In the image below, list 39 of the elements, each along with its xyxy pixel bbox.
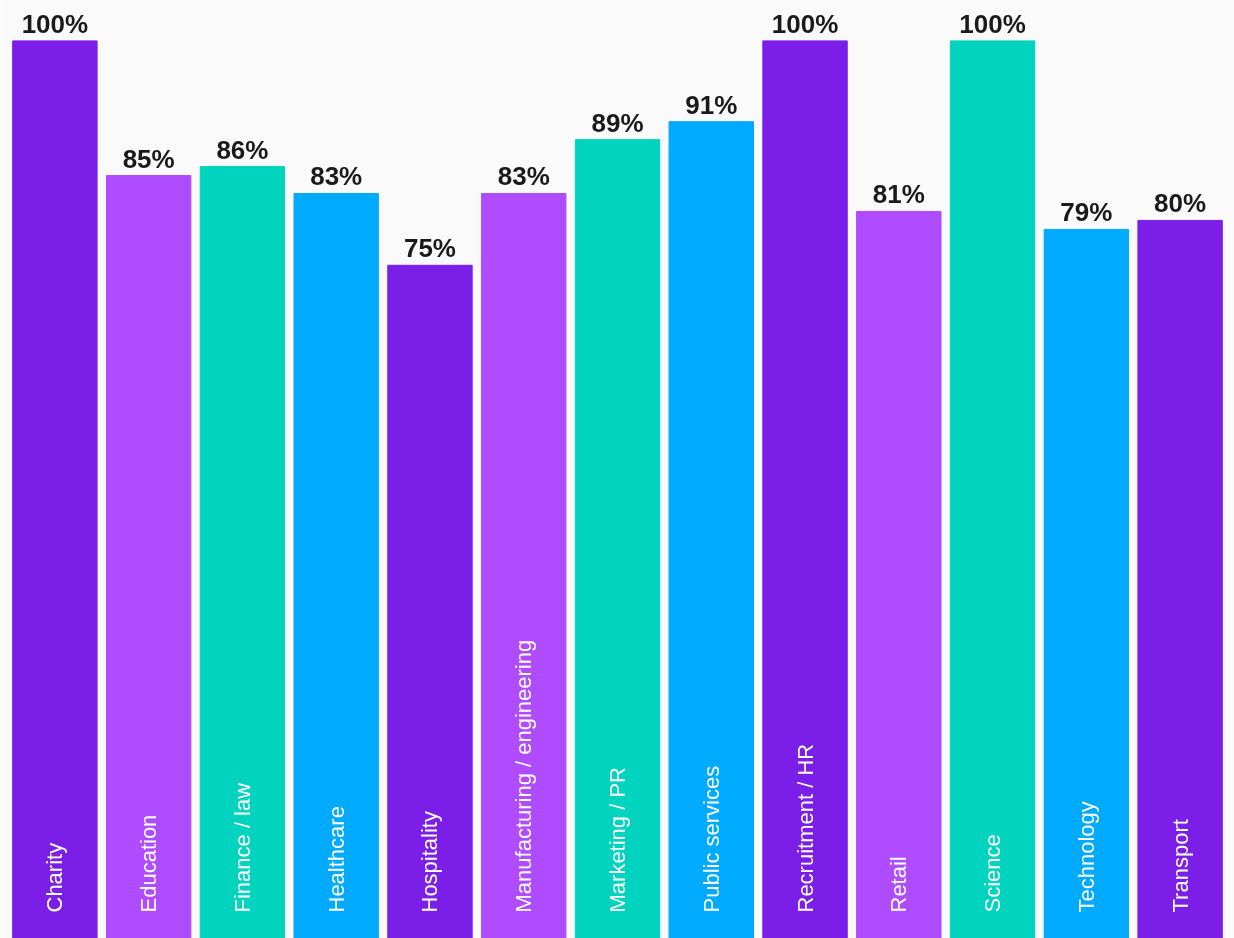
x-tick-label: Hospitality [417, 811, 443, 913]
data-label: 86% [216, 134, 269, 165]
bar [949, 40, 1036, 938]
x-tick-label: Retail [886, 856, 912, 913]
bar [105, 175, 192, 938]
x-tick-label: Recruitment / HR [792, 743, 818, 913]
data-label: 100% [771, 8, 839, 39]
bar [762, 40, 848, 938]
data-label: 75% [403, 233, 456, 264]
data-label: 81% [872, 179, 925, 210]
data-label: 100% [21, 8, 89, 39]
x-tick-label: Charity [42, 842, 68, 913]
x-tick-label: Public services [698, 765, 724, 913]
data-label: 85% [122, 143, 175, 174]
data-label: 91% [685, 89, 738, 120]
bar [668, 121, 754, 938]
data-label: 100% [959, 8, 1026, 39]
x-tick-label: Technology [1073, 801, 1099, 913]
x-tick-label: Finance / law [229, 782, 255, 913]
bar [293, 192, 379, 938]
data-label: 83% [497, 161, 550, 192]
x-tick-label: Healthcare [323, 806, 349, 913]
data-label: 80% [1154, 188, 1207, 219]
data-label: 79% [1060, 197, 1113, 228]
bar [12, 40, 98, 938]
bar [1137, 219, 1223, 938]
x-tick-label: Manufacturing / engineering [511, 639, 537, 913]
x-tick-label: Education [136, 814, 162, 913]
bar [387, 264, 473, 938]
data-label: 89% [591, 107, 644, 138]
bar [1043, 228, 1130, 938]
bar [856, 210, 942, 938]
data-label: 83% [310, 161, 363, 192]
x-tick-label: Transport [1167, 819, 1193, 913]
x-tick-label: Marketing / PR [605, 767, 630, 913]
x-tick-label: Science [980, 834, 1006, 913]
bar [199, 166, 286, 938]
bar [481, 192, 567, 938]
bar [574, 139, 661, 938]
